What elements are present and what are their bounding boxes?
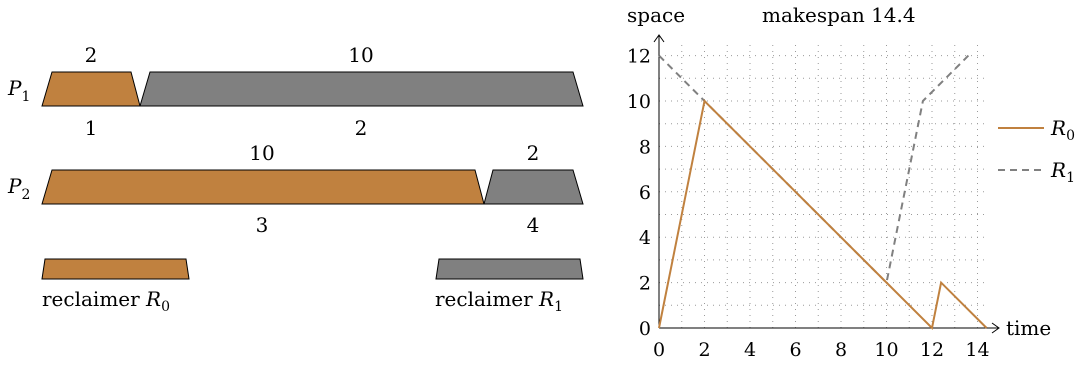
- y-tick-label: 4: [639, 227, 651, 249]
- y-tick-label: 10: [627, 91, 651, 113]
- y-tick-label: 0: [639, 318, 651, 340]
- row-label-p2: P2: [7, 174, 30, 203]
- y-tick-label: 2: [639, 273, 651, 295]
- p1-task-2-block: [139, 71, 584, 107]
- p2-task-4-block: [483, 169, 584, 205]
- x-tick-label: 0: [653, 339, 665, 361]
- space-time-chart: 0 2 4 6 8 10 12 14 0 2 4 6 8 10 12 space time makespa…: [627, 3, 1075, 361]
- p1-task-2-duration: 10: [348, 43, 373, 67]
- reclaimer-r0-label: reclaimer R0: [42, 287, 170, 315]
- x-tick-label: 12: [920, 339, 944, 361]
- p2-task-3-block: [41, 169, 485, 205]
- chart-title: makespan 14.4: [762, 3, 916, 27]
- chart-series: [658, 54, 988, 331]
- y-tick-label: 6: [639, 182, 651, 204]
- p1-task-2-id: 2: [355, 116, 368, 140]
- y-tick-labels: 0 2 4 6 8 10 12: [627, 46, 651, 340]
- x-tick-label: 4: [744, 339, 756, 361]
- p2-task-3-id: 3: [256, 213, 269, 237]
- x-tick-label: 8: [835, 339, 847, 361]
- reclaimer-r0-block: [41, 258, 190, 280]
- y-axis-arrow: [653, 34, 665, 43]
- x-axis-label: time: [1006, 316, 1051, 340]
- p2-task-4-id: 4: [527, 213, 540, 237]
- x-tick-labels: 0 2 4 6 8 10 12 14: [653, 339, 990, 361]
- p2-task-4-duration: 2: [527, 141, 540, 165]
- p1-task-1-block: [41, 71, 141, 107]
- reclaimer-r1-label: reclaimer R1: [435, 287, 563, 315]
- x-tick-label: 10: [874, 339, 898, 361]
- legend-r0-label: R0: [1050, 116, 1075, 144]
- schedule-diagram: P1 2 1 10 2 P2 10 3 2 4 reclaimer R0 rec…: [7, 43, 584, 315]
- series-line-r1: [658, 54, 970, 285]
- row-label-p1: P1: [7, 76, 30, 105]
- x-tick-label: 6: [789, 339, 801, 361]
- p2-task-3-duration: 10: [249, 141, 274, 165]
- y-tick-label: 8: [639, 136, 651, 158]
- x-axis-arrow: [991, 322, 1000, 334]
- series-line-r0: [658, 98, 988, 331]
- chart-grid: [658, 41, 987, 329]
- reclaimer-r1-block: [435, 258, 584, 280]
- p1-task-1-duration: 2: [85, 43, 98, 67]
- legend-r1-label: R1: [1050, 158, 1075, 186]
- x-tick-label: 2: [698, 339, 710, 361]
- y-tick-label: 12: [627, 46, 651, 68]
- p1-task-1-id: 1: [85, 116, 98, 140]
- y-axis-label: space: [627, 3, 685, 27]
- x-tick-label: 14: [965, 339, 989, 361]
